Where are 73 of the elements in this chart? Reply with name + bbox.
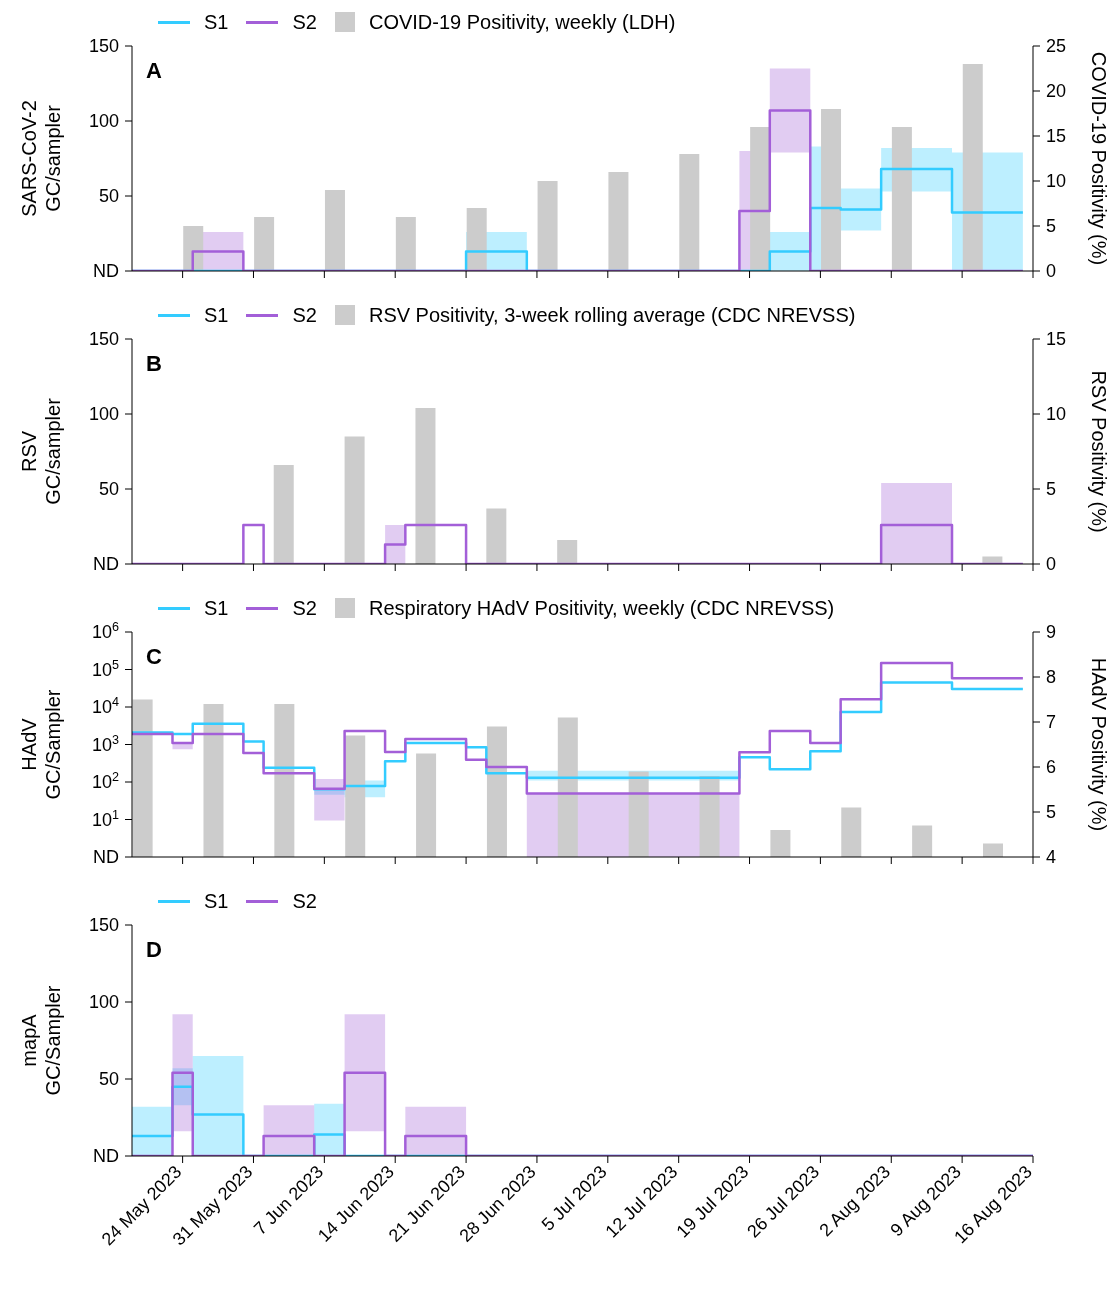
bar <box>891 127 912 271</box>
y-tick-label: 150 <box>88 915 119 936</box>
y2-tick-label: 8 <box>1046 667 1057 688</box>
legend-label: S2 <box>292 596 317 620</box>
y2-tick-label: 0 <box>1046 554 1057 575</box>
y-tick-label: 50 <box>98 1069 119 1090</box>
bar <box>557 540 578 564</box>
legend-label: S2 <box>292 303 317 327</box>
bar <box>273 465 294 564</box>
y2-axis-title: RSV Positivity (%) <box>1088 370 1110 533</box>
text: B <box>146 351 162 376</box>
y2-tick-label: 15 <box>1046 329 1067 350</box>
y2-tick-label: 25 <box>1046 36 1067 57</box>
text: A <box>146 58 162 83</box>
legend-label: S1 <box>204 889 229 913</box>
legend-label: RSV Positivity, 3-week rolling average (CDC NREVSS) <box>368 303 856 327</box>
bar <box>466 208 487 271</box>
y-tick-label: 50 <box>98 479 119 500</box>
legend-label: S1 <box>204 10 229 34</box>
y-tick-label: ND <box>93 261 119 282</box>
bar <box>486 508 507 564</box>
y-tick-label: 10$^{6}$ <box>91 620 119 643</box>
legend-label: S2 <box>292 10 317 34</box>
y-tick-label: 10$^{5}$ <box>91 657 119 680</box>
text: C <box>146 644 162 669</box>
y-tick-label: ND <box>93 1146 119 1167</box>
y2-tick-label: 20 <box>1046 81 1067 102</box>
bar <box>395 217 416 271</box>
y2-tick-label: 5 <box>1046 802 1057 823</box>
y2-tick-label: 7 <box>1046 712 1057 733</box>
bar <box>821 109 842 271</box>
y-tick-label: 100 <box>88 404 119 425</box>
y-tick-label: 50 <box>98 186 119 207</box>
y-axis-title: RSV GC/sampler <box>18 397 64 505</box>
y-tick-label: 10$^{4}$ <box>91 695 119 718</box>
bar <box>415 408 436 564</box>
y2-tick-label: 5 <box>1046 216 1057 237</box>
legend-label: Respiratory HAdV Positivity, weekly (CDC NREVSS) <box>368 596 835 620</box>
y-tick-label: 10$^{1}$ <box>91 807 119 830</box>
bar <box>254 217 275 271</box>
y2-tick-label: 10 <box>1046 404 1067 425</box>
y-tick-label: 150 <box>88 329 119 350</box>
y2-tick-label: 10 <box>1046 171 1067 192</box>
y2-tick-label: 9 <box>1046 622 1057 643</box>
legend-label: S1 <box>204 303 229 327</box>
bar <box>324 190 345 271</box>
y-tick-label: ND <box>93 847 119 868</box>
y2-tick-label: 4 <box>1046 847 1057 868</box>
y2-tick-label: 0 <box>1046 261 1057 282</box>
y-tick-label: 10$^{3}$ <box>91 732 119 755</box>
bar <box>537 181 558 271</box>
legend-label: S2 <box>292 889 317 913</box>
y-tick-label: 10$^{2}$ <box>91 770 119 793</box>
y-axis-title: HAdV GC/Sampler <box>18 689 64 800</box>
y-tick-label: 100 <box>88 992 119 1013</box>
y-axis-title: mapA GC/Sampler <box>18 985 64 1096</box>
text: D <box>146 937 162 962</box>
bar <box>679 154 700 271</box>
bar <box>962 64 983 271</box>
y-tick-label: ND <box>93 554 119 575</box>
y2-tick-label: 6 <box>1046 757 1057 778</box>
y2-axis-title: HAdV Positivity (%) <box>1088 657 1110 832</box>
bar <box>344 436 365 564</box>
y-tick-label: 150 <box>88 36 119 57</box>
bar <box>608 172 629 271</box>
legend-label: S1 <box>204 596 229 620</box>
y2-tick-label: 5 <box>1046 479 1057 500</box>
y-axis-title: SARS-CoV-2 GC/sampler <box>18 100 64 217</box>
y2-tick-label: 15 <box>1046 126 1067 147</box>
legend-label: COVID-19 Positivity, weekly (LDH) <box>368 10 676 34</box>
bar <box>750 127 771 271</box>
y2-axis-title: COVID-19 Positivity (%) <box>1088 51 1110 266</box>
y-tick-label: 100 <box>88 111 119 132</box>
